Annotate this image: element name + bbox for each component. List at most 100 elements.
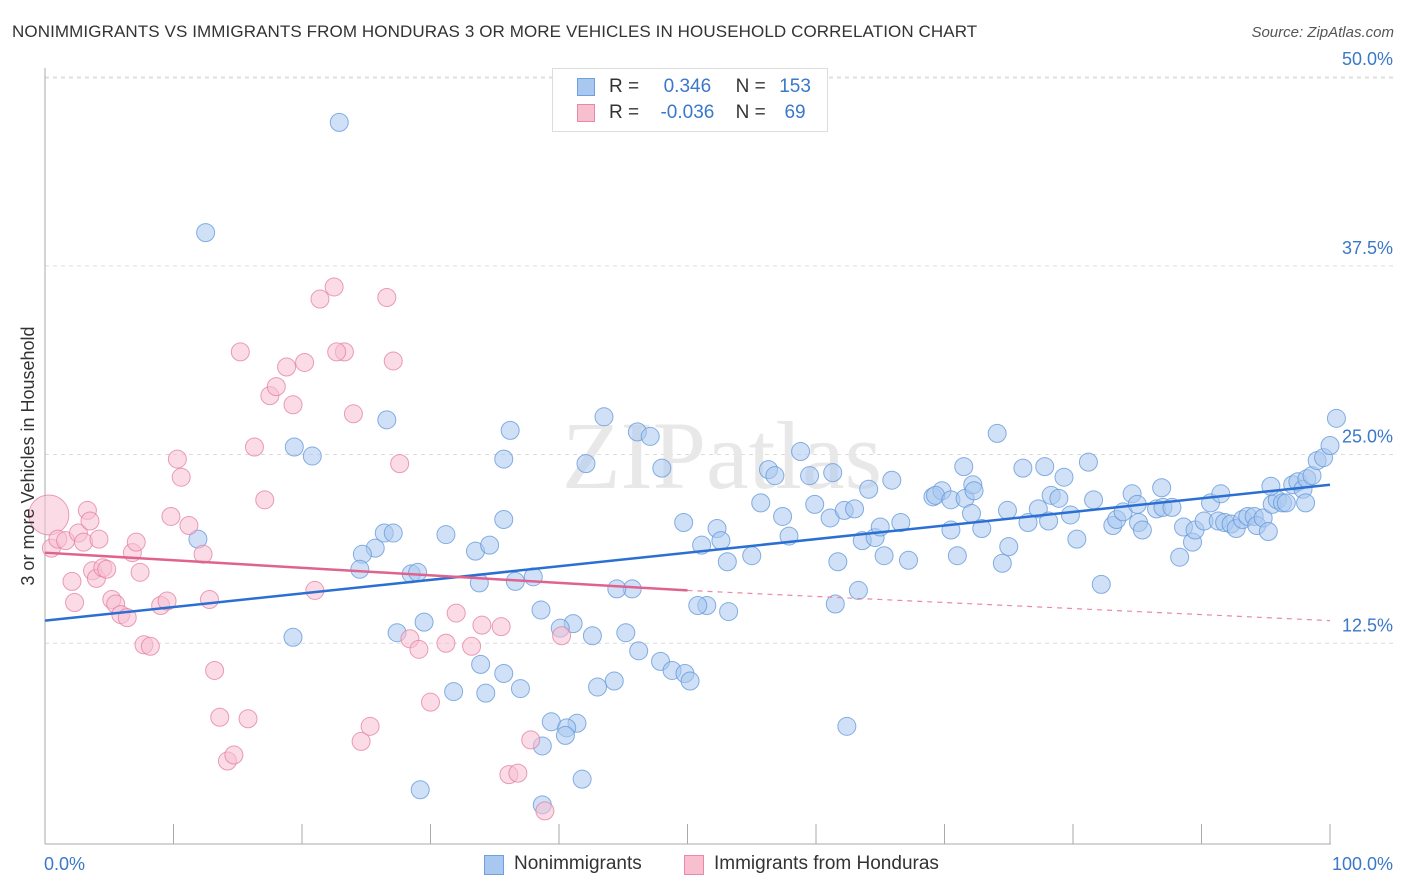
immigrant-point	[327, 342, 347, 362]
legend-swatch-nonimmigrants	[484, 855, 504, 875]
nonimmigrant-point	[964, 481, 984, 501]
nonimmigrant-point	[494, 449, 514, 469]
nonimmigrant-point	[410, 780, 430, 800]
immigrants-trend-line	[44, 551, 688, 592]
immigrant-point	[89, 529, 109, 549]
immigrant-point	[324, 277, 344, 297]
nonimmigrant-point	[859, 479, 879, 499]
nonimmigrant-point	[751, 493, 771, 513]
nonimmigrant-point	[1028, 499, 1048, 519]
nonimmigrant-point	[773, 506, 793, 526]
nonimmigrant-point	[302, 446, 322, 466]
immigrant-point	[97, 559, 117, 579]
nonimmigrant-point	[1170, 547, 1190, 567]
nonimmigrant-point	[717, 552, 737, 572]
nonimmigrant-point	[845, 499, 865, 519]
immigrant-point	[266, 377, 286, 397]
nonimmigrant-point	[640, 426, 660, 446]
nonimmigrant-point	[874, 546, 894, 566]
nonimmigrant-point	[350, 559, 370, 579]
nonimmigrant-point	[607, 579, 627, 599]
nonimmigrant-point	[1091, 574, 1111, 594]
immigrant-point	[205, 660, 225, 680]
nonimmigrant-point	[582, 626, 602, 646]
nonimmigrant-point	[480, 535, 500, 555]
immigrant-point	[295, 352, 315, 372]
nonimmigrant-point	[408, 562, 428, 582]
immigrant-point	[421, 692, 440, 712]
nonimmigrant-point	[1035, 457, 1055, 477]
immigrant-point	[179, 516, 199, 536]
immigrant-point	[310, 289, 330, 309]
nonimmigrants-points	[188, 112, 1346, 815]
nonimmigrant-point	[444, 682, 464, 702]
nonimmigrant-point	[1258, 522, 1278, 542]
nonimmigrant-point	[1152, 478, 1172, 498]
nonimmigrant-point	[500, 420, 520, 440]
legend-r-label: R =	[609, 76, 640, 97]
immigrant-point	[255, 490, 275, 510]
nonimmigrant-point	[1320, 435, 1340, 455]
nonimmigrant-point	[1326, 408, 1346, 428]
nonimmigrant-point	[1054, 467, 1074, 487]
nonimmigrant-point	[594, 407, 614, 427]
legend-n-label: N =	[735, 76, 766, 97]
immigrant-point	[130, 562, 150, 582]
nonimmigrant-point	[688, 596, 708, 616]
nonimmigrant-point	[1067, 529, 1087, 549]
immigrant-point	[65, 593, 85, 613]
nonimmigrant-point	[1132, 520, 1152, 540]
legend-label-immigrants: Immigrants from Honduras	[714, 853, 939, 874]
y-tick-label: 37.5%	[1342, 238, 1393, 258]
legend-swatch-blue	[577, 78, 595, 96]
nonimmigrant-point	[284, 437, 304, 457]
nonimmigrant-point	[997, 500, 1017, 520]
nonimmigrant-point	[961, 503, 981, 523]
immigrant-point	[80, 511, 100, 531]
immigrant-point	[472, 615, 492, 635]
nonimmigrant-point	[329, 112, 349, 132]
y-tick-label: 12.5%	[1342, 615, 1393, 635]
immigrant-point	[199, 589, 219, 609]
nonimmigrant-point	[954, 457, 974, 477]
nonimmigrant-point	[1211, 484, 1231, 504]
nonimmigrant-point	[1078, 452, 1098, 472]
immigrant-point	[508, 763, 528, 783]
nonimmigrant-point	[848, 580, 868, 600]
nonimmigrants-trend-line	[44, 483, 1331, 622]
immigrant-point	[74, 532, 94, 552]
immigrant-point	[171, 467, 191, 487]
nonimmigrant-point	[899, 550, 919, 570]
nonimmigrant-point	[616, 623, 636, 643]
nonimmigrant-point	[823, 463, 843, 483]
immigrant-point	[360, 716, 380, 736]
immigrants-trend-extension	[687, 589, 1331, 622]
x-tick-label: 100.0%	[1332, 854, 1393, 874]
nonimmigrant-point	[805, 494, 825, 514]
nonimmigrant-point	[742, 546, 762, 566]
immigrant-point	[462, 636, 482, 656]
nonimmigrant-point	[680, 671, 700, 691]
legend-label-nonimmigrants: Nonimmigrants	[514, 853, 642, 874]
immigrant-point	[377, 288, 397, 308]
immigrant-point	[436, 633, 456, 653]
immigrant-point	[383, 351, 403, 371]
nonimmigrant-point	[414, 612, 434, 632]
immigrant-point	[230, 342, 250, 362]
immigrant-point	[224, 745, 244, 765]
x-tick-label: 0.0%	[44, 854, 85, 874]
legend-swatch-pink	[577, 104, 595, 122]
trend-lines	[44, 483, 1331, 622]
immigrant-point	[238, 709, 258, 729]
watermark: ZIPatlas	[562, 402, 882, 509]
nonimmigrant-point	[891, 512, 911, 532]
immigrant-point	[535, 801, 555, 821]
legend-r-label: R =	[609, 102, 640, 123]
nonimmigrant-point	[510, 679, 530, 699]
nonimmigrant-point	[604, 671, 624, 691]
nonimmigrant-point	[476, 683, 496, 703]
nonimmigrant-point	[377, 410, 397, 430]
immigrant-point	[390, 454, 410, 474]
immigrant-point	[28, 494, 70, 536]
